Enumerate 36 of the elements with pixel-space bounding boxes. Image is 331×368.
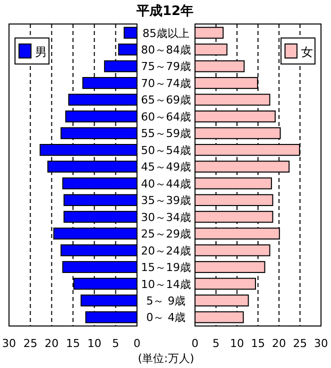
- x-tick-label: 5: [112, 337, 120, 350]
- x-tick-label: 25: [23, 337, 38, 350]
- x-tick-label: 20: [44, 337, 59, 350]
- y-tick-label: 25～29歳: [141, 228, 191, 241]
- x-tick-label: 25: [293, 337, 307, 350]
- y-tick-label: 60～64歳: [141, 110, 191, 124]
- text: 平成12年: [135, 4, 194, 19]
- y-tick-label: 0～ 4歳: [146, 311, 186, 324]
- y-tick-label: 35～39歳: [141, 194, 191, 208]
- y-tick-label: 30～34歳: [141, 210, 191, 224]
- y-tick-label: 65～69歳: [141, 94, 191, 107]
- text: (単位:万人): [138, 352, 194, 365]
- x-tick-label: 0: [192, 337, 198, 350]
- x-tick-label: 10: [87, 337, 102, 350]
- y-tick-label: 20～24歳: [141, 244, 191, 258]
- x-tick-label: 30: [314, 337, 328, 350]
- y-tick-label: 75～79歳: [141, 60, 191, 74]
- y-tick-label: 70～74歳: [141, 76, 191, 90]
- y-tick-label: 5～ 9歳: [146, 294, 186, 308]
- y-tick-label: 15～19歳: [141, 261, 191, 274]
- y-tick-label: 50～54歳: [141, 144, 191, 157]
- x-tick-label: 15: [251, 337, 265, 350]
- y-tick-label: 10～14歳: [141, 278, 191, 291]
- y-tick-label: 45～49歳: [141, 160, 191, 174]
- x-tick-label: 30: [2, 337, 16, 350]
- legend-label: 女: [301, 45, 313, 59]
- x-tick-label: 15: [66, 337, 80, 350]
- y-tick-label: 85歳以上: [142, 26, 190, 40]
- x-tick-label: 10: [230, 337, 244, 350]
- legend-label: 男: [35, 45, 47, 59]
- x-tick-label: 0: [134, 337, 140, 350]
- x-tick-label: 5: [212, 337, 220, 350]
- y-tick-label: 40～44歳: [141, 177, 191, 190]
- y-tick-label: 55～59歳: [141, 127, 191, 140]
- y-tick-label: 80～84歳: [141, 44, 191, 57]
- x-tick-label: 20: [272, 337, 286, 350]
